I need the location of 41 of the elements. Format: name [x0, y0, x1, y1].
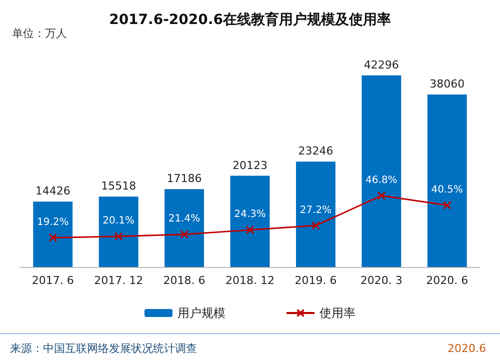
data-label: 17186 — [166, 172, 202, 186]
x-tick-label: 2019. 6 — [294, 274, 337, 287]
x-tick-label: 2018. 6 — [163, 274, 206, 287]
data-label: 15518 — [101, 180, 136, 193]
data-label: 42296 — [364, 58, 399, 72]
data-label: 27.2% — [300, 204, 332, 216]
point — [48, 233, 58, 242]
x-tick-label: 2017. 6 — [32, 274, 74, 287]
bar — [98, 196, 138, 267]
data-label: 38060 — [430, 78, 465, 91]
bar — [230, 176, 270, 267]
point — [377, 191, 386, 200]
bar — [164, 189, 204, 267]
chart-title: 2017.6-2020.6在线教育用户规模及使用率 — [109, 11, 391, 28]
data-label: 20123 — [232, 158, 268, 172]
data-label: 24.3% — [234, 209, 266, 220]
data-label: 46.8% — [366, 174, 398, 186]
point — [180, 230, 189, 239]
point — [246, 226, 254, 234]
point — [442, 200, 452, 210]
bar — [427, 94, 467, 267]
data-label: 40.5% — [431, 184, 464, 196]
source-note: 来源：中国互联网络发展状况统计调查 — [10, 342, 197, 355]
data-label: 23246 — [298, 144, 334, 158]
text: 2020.6 — [448, 342, 486, 355]
text: 单位：万人 — [12, 27, 67, 40]
x-tick-label: 2017. 12 — [94, 274, 144, 287]
bar — [362, 75, 402, 267]
point — [311, 221, 320, 230]
data-label: 19.2% — [36, 216, 69, 228]
legend-label: 用户规模 — [178, 306, 226, 320]
data-label: 20.1% — [102, 216, 134, 227]
legend-label: 使用率 — [320, 306, 356, 320]
point — [114, 232, 123, 241]
data-label: 21.4% — [168, 214, 200, 225]
x-tick-label: 2020. 6 — [426, 274, 468, 287]
x-tick-label: 2020. 3 — [360, 274, 402, 287]
bar — [33, 202, 73, 267]
x-tick-label: 2018. 12 — [226, 274, 274, 287]
data-label: 14426 — [35, 184, 70, 198]
bar — [296, 162, 336, 267]
